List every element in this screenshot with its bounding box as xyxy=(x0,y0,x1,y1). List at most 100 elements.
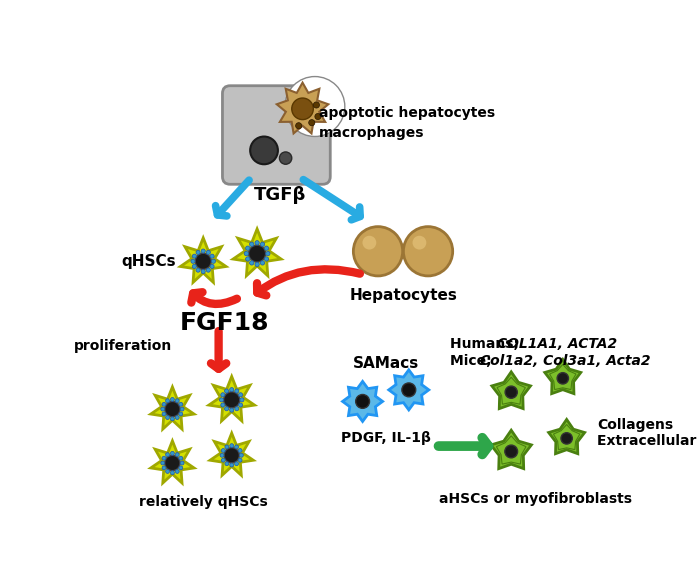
Circle shape xyxy=(561,432,573,444)
Circle shape xyxy=(557,373,568,384)
Text: qHSCs: qHSCs xyxy=(122,254,176,269)
Circle shape xyxy=(171,417,174,421)
Circle shape xyxy=(219,398,223,402)
Text: PDGF, IL-1β: PDGF, IL-1β xyxy=(341,431,430,445)
Polygon shape xyxy=(549,420,584,454)
Text: proliferation: proliferation xyxy=(74,339,172,353)
Circle shape xyxy=(239,454,244,457)
Circle shape xyxy=(238,458,242,462)
Circle shape xyxy=(171,451,174,455)
Circle shape xyxy=(171,471,174,475)
Circle shape xyxy=(315,114,321,120)
Circle shape xyxy=(230,408,234,412)
Polygon shape xyxy=(389,370,429,410)
Circle shape xyxy=(260,261,265,265)
Text: Mice;: Mice; xyxy=(449,355,496,369)
Circle shape xyxy=(265,246,269,250)
Circle shape xyxy=(175,452,179,456)
Circle shape xyxy=(238,448,242,452)
Circle shape xyxy=(314,102,319,108)
Circle shape xyxy=(403,227,453,276)
Circle shape xyxy=(179,456,183,460)
Circle shape xyxy=(234,462,239,466)
Circle shape xyxy=(162,466,166,470)
Circle shape xyxy=(220,403,225,407)
Circle shape xyxy=(179,412,183,416)
Circle shape xyxy=(412,236,426,250)
Circle shape xyxy=(234,445,239,449)
Circle shape xyxy=(179,403,183,406)
Circle shape xyxy=(193,254,197,258)
Circle shape xyxy=(221,448,225,452)
Circle shape xyxy=(255,241,259,245)
Circle shape xyxy=(166,415,169,420)
Circle shape xyxy=(246,246,250,250)
Circle shape xyxy=(175,399,179,403)
Circle shape xyxy=(292,98,314,120)
Circle shape xyxy=(195,253,211,270)
Circle shape xyxy=(171,397,174,401)
Circle shape xyxy=(255,262,259,267)
Circle shape xyxy=(260,242,265,246)
Text: TGFβ: TGFβ xyxy=(254,186,307,204)
Circle shape xyxy=(250,137,278,164)
Circle shape xyxy=(220,454,224,457)
Circle shape xyxy=(166,452,169,456)
Circle shape xyxy=(175,469,179,473)
Circle shape xyxy=(239,403,243,407)
Polygon shape xyxy=(491,430,531,469)
Polygon shape xyxy=(545,359,581,394)
Text: SAMacs: SAMacs xyxy=(353,356,419,370)
Text: FGF18: FGF18 xyxy=(179,311,269,335)
Circle shape xyxy=(250,261,254,265)
Text: aHSCs or myofibroblasts: aHSCs or myofibroblasts xyxy=(440,492,632,506)
Circle shape xyxy=(402,383,416,397)
Polygon shape xyxy=(181,238,226,282)
Circle shape xyxy=(161,461,164,465)
Circle shape xyxy=(196,268,200,272)
Circle shape xyxy=(225,445,229,449)
Circle shape xyxy=(166,399,169,403)
Text: apoptotic hepatocytes: apoptotic hepatocytes xyxy=(318,105,495,120)
Circle shape xyxy=(234,389,239,393)
Polygon shape xyxy=(150,387,194,429)
Circle shape xyxy=(201,249,205,253)
Circle shape xyxy=(230,444,234,448)
Circle shape xyxy=(295,122,302,129)
Circle shape xyxy=(162,456,166,460)
Polygon shape xyxy=(150,441,194,483)
Circle shape xyxy=(201,270,205,274)
Polygon shape xyxy=(276,83,328,134)
Circle shape xyxy=(166,469,169,473)
Circle shape xyxy=(225,407,229,411)
Circle shape xyxy=(309,120,315,126)
Circle shape xyxy=(220,393,225,397)
Circle shape xyxy=(286,77,344,136)
Circle shape xyxy=(164,455,180,471)
Circle shape xyxy=(505,386,517,398)
Circle shape xyxy=(230,463,234,467)
Circle shape xyxy=(250,242,254,246)
Circle shape xyxy=(356,394,370,408)
FancyBboxPatch shape xyxy=(223,86,330,184)
Circle shape xyxy=(224,392,239,408)
Circle shape xyxy=(162,403,166,406)
Circle shape xyxy=(224,448,239,463)
Text: Extracellular matrix: Extracellular matrix xyxy=(598,434,700,448)
Circle shape xyxy=(193,264,197,268)
Polygon shape xyxy=(342,381,383,421)
Text: relatively qHSCs: relatively qHSCs xyxy=(139,495,267,509)
Circle shape xyxy=(505,445,517,458)
Circle shape xyxy=(225,462,229,466)
Circle shape xyxy=(211,259,216,263)
Circle shape xyxy=(354,227,402,276)
Text: Col1a2, Col3a1, Acta2: Col1a2, Col3a1, Acta2 xyxy=(480,355,651,369)
Circle shape xyxy=(210,254,214,258)
Circle shape xyxy=(244,251,248,255)
Circle shape xyxy=(164,401,180,417)
Circle shape xyxy=(206,268,211,272)
Polygon shape xyxy=(209,376,255,421)
Text: Collagens: Collagens xyxy=(598,417,673,431)
Circle shape xyxy=(221,458,225,462)
Circle shape xyxy=(179,466,183,470)
